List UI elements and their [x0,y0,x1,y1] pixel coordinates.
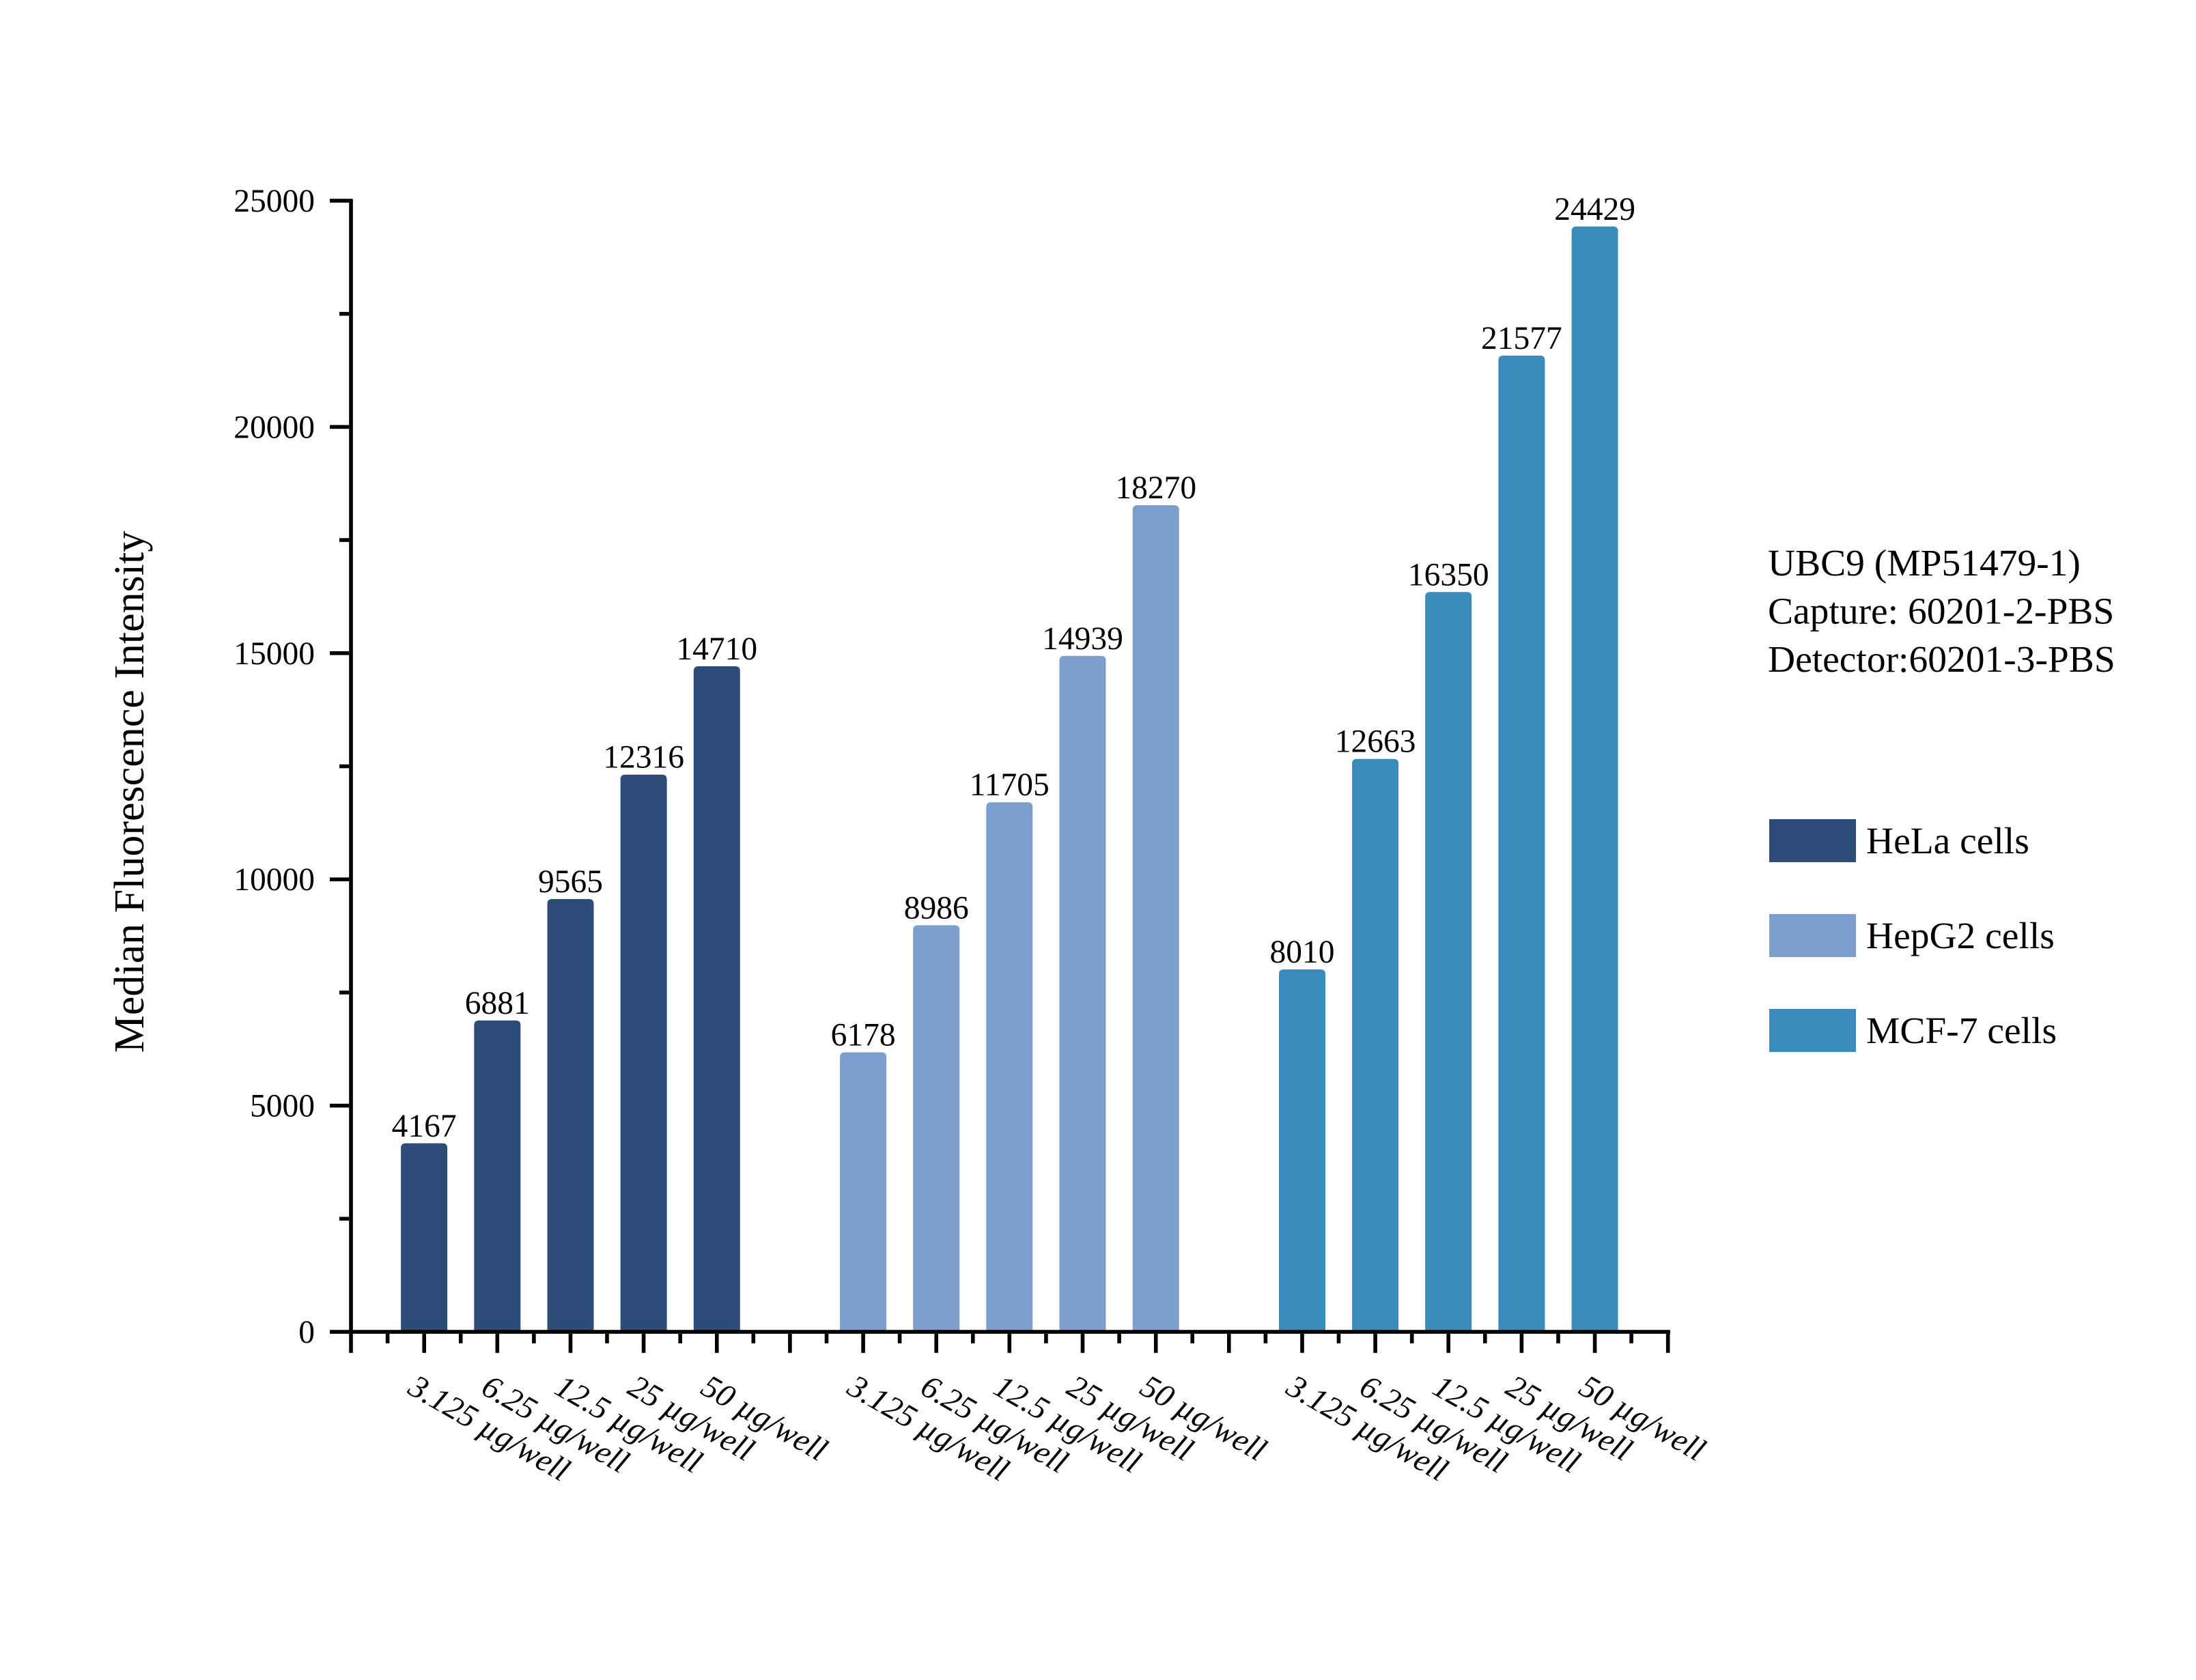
svg-text:8010: 8010 [1270,935,1335,970]
svg-text:6881: 6881 [465,986,530,1021]
svg-text:18270: 18270 [1115,470,1196,506]
svg-text:MCF-7 cells: MCF-7 cells [1866,1010,2057,1052]
svg-text:5000: 5000 [250,1089,315,1124]
svg-text:8986: 8986 [904,890,969,926]
svg-text:HeLa cells: HeLa cells [1866,821,2029,862]
svg-text:11705: 11705 [970,767,1050,803]
svg-text:16350: 16350 [1408,557,1489,593]
svg-text:4167: 4167 [392,1109,457,1144]
svg-text:14939: 14939 [1042,621,1123,657]
svg-text:20000: 20000 [234,410,315,445]
svg-text:HepG2 cells: HepG2 cells [1866,915,2055,957]
svg-text:6178: 6178 [831,1018,896,1053]
svg-text:Median Fluorescence Intensity: Median Fluorescence Intensity [107,531,153,1053]
svg-text:10000: 10000 [234,862,315,898]
svg-text:25000: 25000 [234,184,315,219]
svg-text:15000: 15000 [234,636,315,672]
svg-text:12316: 12316 [603,740,684,775]
svg-text:UBC9 (MP51479-1): UBC9 (MP51479-1) [1768,543,2081,584]
svg-text:Capture: 60201-2-PBS: Capture: 60201-2-PBS [1768,591,2114,633]
svg-text:9565: 9565 [538,864,603,900]
svg-text:0: 0 [298,1315,315,1350]
svg-text:24429: 24429 [1554,192,1635,227]
svg-text:21577: 21577 [1481,321,1562,356]
svg-text:Detector:60201-3-PBS: Detector:60201-3-PBS [1768,639,2115,681]
svg-text:14710: 14710 [676,631,757,667]
svg-text:12663: 12663 [1335,724,1416,760]
